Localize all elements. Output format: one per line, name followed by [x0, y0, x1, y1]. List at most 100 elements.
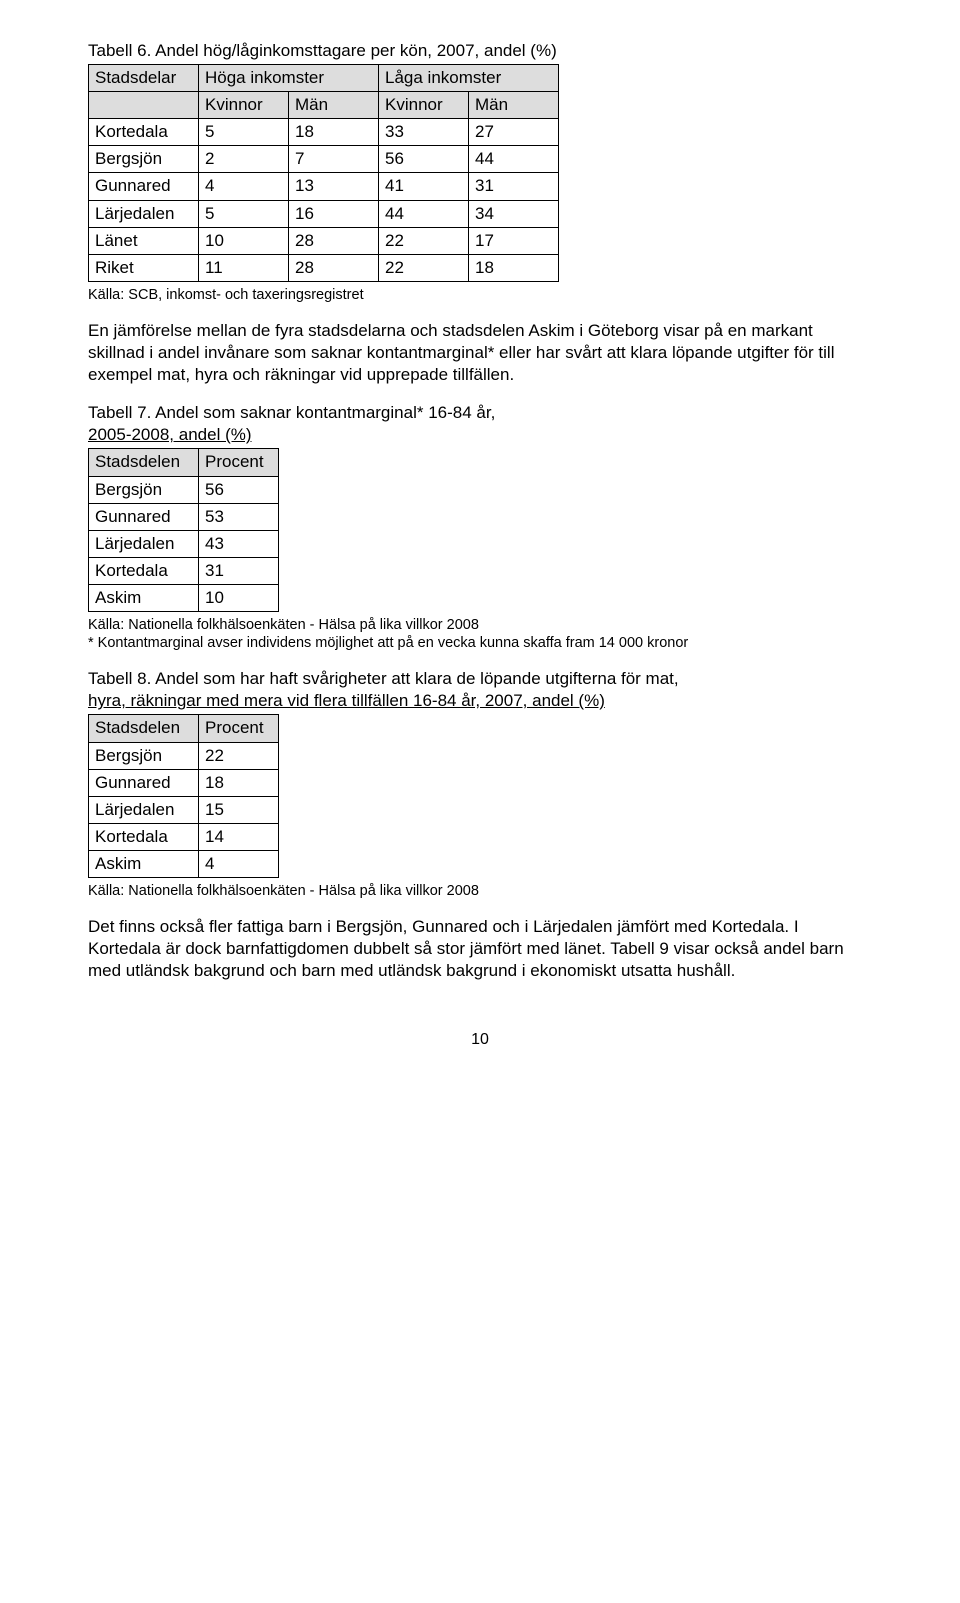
table6-header-row1: Stadsdelar Höga inkomster Låga inkomster	[89, 65, 559, 92]
cell: 18	[469, 254, 559, 281]
table7-note: * Kontantmarginal avser individens möjli…	[88, 634, 872, 652]
table-row: Askim4	[89, 850, 279, 877]
table8-title-l2: hyra, räkningar med mera vid flera tillf…	[88, 691, 605, 710]
cell: Askim	[89, 584, 199, 611]
paragraph-1: En jämförelse mellan de fyra stadsdelarn…	[88, 320, 872, 386]
cell: 22	[379, 254, 469, 281]
table-row: Länet 10 28 22 17	[89, 227, 559, 254]
table7-title-l1: Tabell 7. Andel som saknar kontantmargin…	[88, 402, 872, 424]
cell: Kortedala	[89, 119, 199, 146]
table6-head-col0: Stadsdelar	[89, 65, 199, 92]
cell: 7	[289, 146, 379, 173]
cell: Gunnared	[89, 173, 199, 200]
table8: Stadsdelen Procent Bergsjön22 Gunnared18…	[88, 714, 279, 878]
cell: 34	[469, 200, 559, 227]
table6-head-sub-b2: Män	[469, 92, 559, 119]
table7-head-col1: Procent	[199, 449, 279, 476]
cell: 28	[289, 227, 379, 254]
table-row: Gunnared 4 13 41 31	[89, 173, 559, 200]
cell: 44	[379, 200, 469, 227]
cell: 22	[199, 742, 279, 769]
table-row: Lärjedalen15	[89, 796, 279, 823]
table8-header-row: Stadsdelen Procent	[89, 715, 279, 742]
table6: Stadsdelar Höga inkomster Låga inkomster…	[88, 64, 559, 282]
cell: 56	[199, 476, 279, 503]
cell: Lärjedalen	[89, 200, 199, 227]
cell: 17	[469, 227, 559, 254]
cell: Lärjedalen	[89, 530, 199, 557]
table7-source: Källa: Nationella folkhälsoenkäten - Häl…	[88, 616, 872, 634]
cell: 10	[199, 227, 289, 254]
cell: 56	[379, 146, 469, 173]
table-row: Lärjedalen 5 16 44 34	[89, 200, 559, 227]
table6-head-groupb: Låga inkomster	[379, 65, 559, 92]
cell: Lärjedalen	[89, 796, 199, 823]
table7-title-l2: 2005-2008, andel (%)	[88, 425, 252, 444]
cell: Gunnared	[89, 503, 199, 530]
cell: Bergsjön	[89, 146, 199, 173]
table8-source: Källa: Nationella folkhälsoenkäten - Häl…	[88, 882, 872, 900]
table-row: Bergsjön 2 7 56 44	[89, 146, 559, 173]
table-row: Kortedala14	[89, 823, 279, 850]
table8-head-col1: Procent	[199, 715, 279, 742]
cell: 2	[199, 146, 289, 173]
cell: Bergsjön	[89, 742, 199, 769]
cell: 15	[199, 796, 279, 823]
cell: 13	[289, 173, 379, 200]
table6-head-sub-a1: Kvinnor	[199, 92, 289, 119]
table6-head-sub-b1: Kvinnor	[379, 92, 469, 119]
table6-block: Tabell 6. Andel hög/låginkomsttagare per…	[88, 40, 872, 304]
page-number: 10	[88, 1030, 872, 1051]
table-row: Bergsjön56	[89, 476, 279, 503]
table7-head-col0: Stadsdelen	[89, 449, 199, 476]
cell: 33	[379, 119, 469, 146]
cell: 14	[199, 823, 279, 850]
table-row: Lärjedalen43	[89, 530, 279, 557]
cell: 28	[289, 254, 379, 281]
table-row: Kortedala 5 18 33 27	[89, 119, 559, 146]
table-row: Gunnared53	[89, 503, 279, 530]
cell: Askim	[89, 850, 199, 877]
cell: 22	[379, 227, 469, 254]
cell: 31	[469, 173, 559, 200]
table6-head-blank	[89, 92, 199, 119]
cell: 5	[199, 119, 289, 146]
paragraph-2: Det finns också fler fattiga barn i Berg…	[88, 916, 872, 982]
table6-head-groupa: Höga inkomster	[199, 65, 379, 92]
cell: 18	[289, 119, 379, 146]
cell: 41	[379, 173, 469, 200]
table8-block: Tabell 8. Andel som har haft svårigheter…	[88, 668, 872, 900]
table-row: Riket 11 28 22 18	[89, 254, 559, 281]
cell: 4	[199, 173, 289, 200]
table-row: Kortedala31	[89, 557, 279, 584]
cell: 4	[199, 850, 279, 877]
cell: 11	[199, 254, 289, 281]
cell: Länet	[89, 227, 199, 254]
cell: Riket	[89, 254, 199, 281]
cell: 16	[289, 200, 379, 227]
table7-block: Tabell 7. Andel som saknar kontantmargin…	[88, 402, 872, 652]
cell: Kortedala	[89, 557, 199, 584]
table6-source: Källa: SCB, inkomst- och taxeringsregist…	[88, 286, 872, 304]
cell: 10	[199, 584, 279, 611]
table6-head-sub-a2: Män	[289, 92, 379, 119]
cell: 31	[199, 557, 279, 584]
table8-head-col0: Stadsdelen	[89, 715, 199, 742]
cell: 53	[199, 503, 279, 530]
cell: Kortedala	[89, 823, 199, 850]
cell: 27	[469, 119, 559, 146]
table7-header-row: Stadsdelen Procent	[89, 449, 279, 476]
cell: 44	[469, 146, 559, 173]
table7: Stadsdelen Procent Bergsjön56 Gunnared53…	[88, 448, 279, 612]
page-container: Tabell 6. Andel hög/låginkomsttagare per…	[0, 0, 960, 1091]
cell: 5	[199, 200, 289, 227]
table-row: Bergsjön22	[89, 742, 279, 769]
table6-title: Tabell 6. Andel hög/låginkomsttagare per…	[88, 40, 872, 62]
table-row: Askim10	[89, 584, 279, 611]
table-row: Gunnared18	[89, 769, 279, 796]
cell: Bergsjön	[89, 476, 199, 503]
table6-header-row2: Kvinnor Män Kvinnor Män	[89, 92, 559, 119]
cell: 43	[199, 530, 279, 557]
cell: Gunnared	[89, 769, 199, 796]
table8-title-l1: Tabell 8. Andel som har haft svårigheter…	[88, 668, 872, 690]
